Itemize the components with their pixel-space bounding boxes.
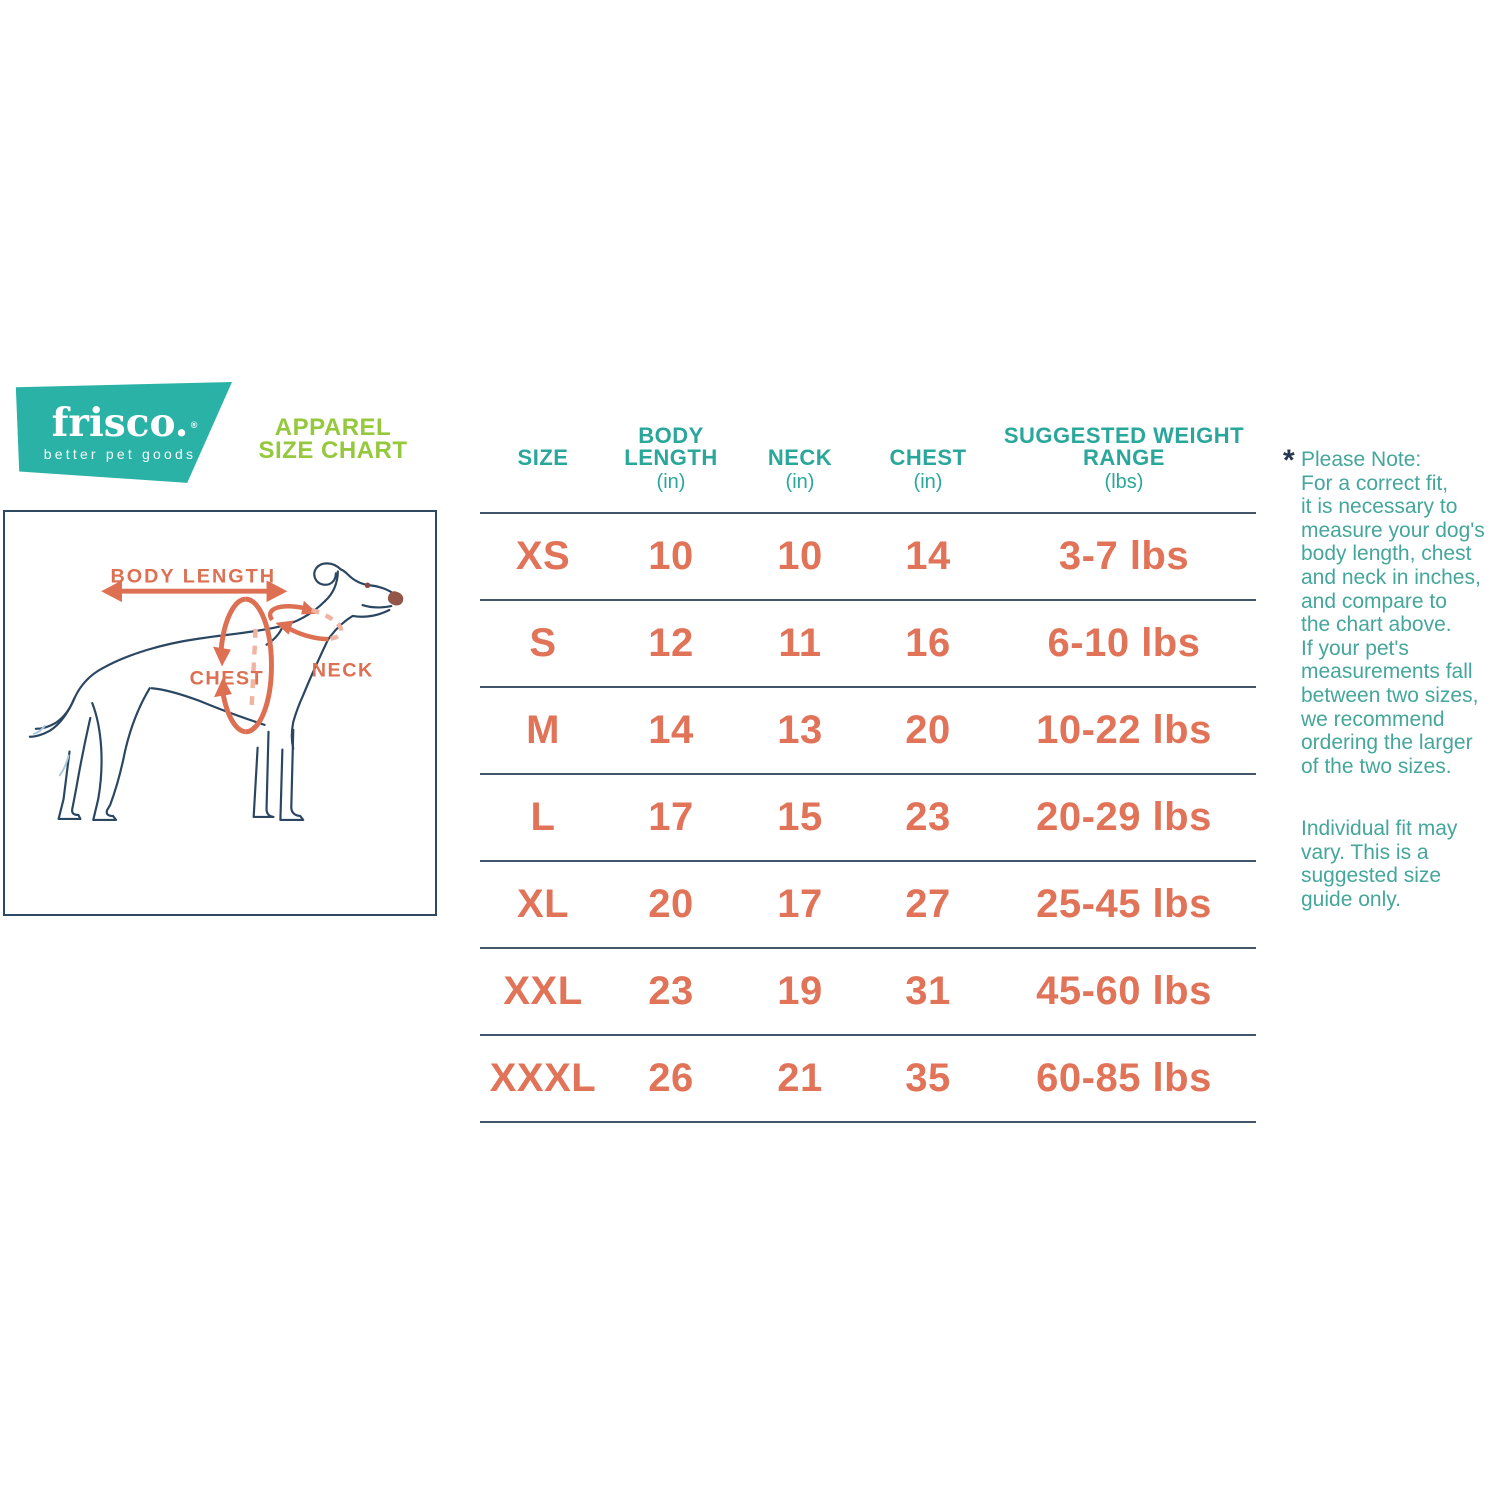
asterisk: * <box>1283 444 1295 477</box>
chest-dashed-line <box>249 628 258 707</box>
table-row: XXXL 26 21 35 60-85 lbs <box>480 1034 1256 1123</box>
header-chest: CHEST (in) <box>889 445 967 494</box>
dog-outline <box>28 562 400 822</box>
brand-name: frisco. ® <box>51 399 198 446</box>
note-text-primary: Please Note: For a correct fit, it is ne… <box>1301 448 1485 778</box>
brand-tagline: better pet goods <box>43 445 197 462</box>
note-text-secondary: Individual fit may vary. This is a sugge… <box>1301 817 1458 911</box>
chest-measure-ellipse <box>218 596 274 735</box>
body-length-arrow <box>101 580 288 603</box>
header-body-length: BODY LENGTH (in) <box>624 423 718 494</box>
registered-mark: ® <box>190 419 198 430</box>
table-row: XL 20 17 27 25-45 lbs <box>480 860 1256 947</box>
table-row: M 14 13 20 10-22 lbs <box>480 686 1256 773</box>
size-table: SIZE BODY LENGTH (in) NECK (in) CHEST (i… <box>480 415 1256 1123</box>
page-title: APPAREL SIZE CHART <box>258 414 408 464</box>
chest-arrowhead-up <box>214 677 232 698</box>
header-neck: NECK (in) <box>767 445 833 494</box>
chest-label: CHEST <box>190 667 265 689</box>
table-header-row: SIZE BODY LENGTH (in) NECK (in) CHEST (i… <box>480 415 1256 512</box>
neck-label: NECK <box>312 659 374 681</box>
header-size: SIZE <box>517 445 569 470</box>
table-row: L 17 15 23 20-29 lbs <box>480 773 1256 860</box>
neck-measure-ellipse <box>267 600 344 642</box>
table-row: S 12 11 16 6-10 lbs <box>480 599 1256 686</box>
table-row: XS 10 10 14 3-7 lbs <box>480 512 1256 599</box>
dog-eye <box>364 582 371 589</box>
please-note: * Please Note: For a correct fit, it is … <box>1283 444 1498 778</box>
frisco-logo: frisco. ® better pet goods <box>15 382 232 483</box>
chest-arrowhead-down <box>213 646 231 667</box>
body-length-label: BODY LENGTH <box>111 565 277 587</box>
accent-strokes <box>32 724 70 777</box>
dog-nose <box>387 591 404 606</box>
header-weight-range: SUGGESTED WEIGHT RANGE (lbs) <box>1003 423 1245 494</box>
measurement-diagram: BODY LENGTH CHEST NECK <box>3 510 437 916</box>
dog-measurement-illustration: BODY LENGTH CHEST NECK <box>28 562 404 822</box>
table-row: XXL 23 19 31 45-60 lbs <box>480 947 1256 1034</box>
